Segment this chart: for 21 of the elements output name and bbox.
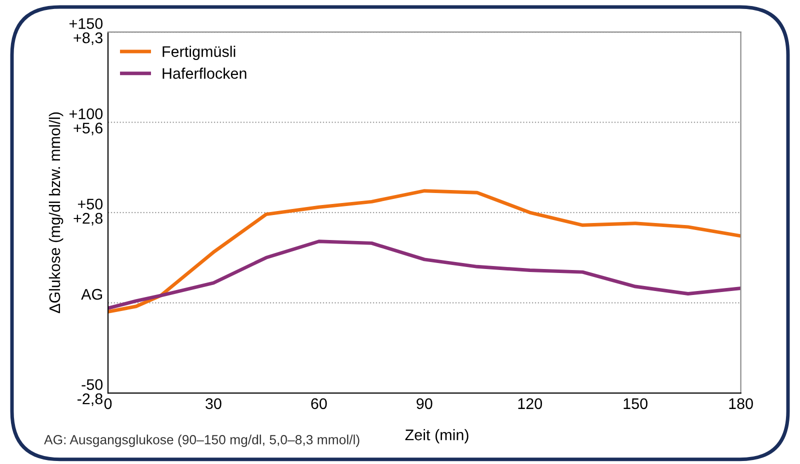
x-tick-label: 90 — [416, 398, 432, 410]
y-tick-label: +50 — [78, 198, 103, 210]
y2-tick-label: +2,8 — [74, 212, 102, 226]
x-tick-label: 30 — [206, 398, 222, 410]
x-tick-label: 120 — [518, 398, 542, 410]
y-tick-label: AG — [81, 288, 102, 300]
legend-label: Fertigmüsli — [162, 46, 236, 60]
y2-tick-label: -2,8 — [77, 393, 102, 406]
x-axis-title: Zeit (min) — [405, 429, 468, 444]
x-tick-label: 0 — [104, 398, 112, 410]
legend-label: Haferflocken — [162, 68, 246, 79]
y-tick-label: +150 — [69, 18, 103, 29]
x-tick-label: 180 — [729, 398, 753, 410]
y-axis-title: ΔGlukose (mg/dl bzw. mmol/l) — [48, 112, 64, 314]
y2-tick-label: +8,3 — [74, 32, 102, 46]
y2-tick-label: +5,6 — [74, 122, 102, 136]
y-tick-label: +100 — [69, 108, 103, 120]
x-tick-label: 60 — [311, 398, 327, 410]
x-tick-label: 150 — [624, 398, 648, 410]
text: AG: Ausgangsglukose (90–150 mg/dl, 5,0–8,3 mmol/l) — [44, 434, 360, 447]
y-tick-label: -50 — [82, 379, 103, 390]
